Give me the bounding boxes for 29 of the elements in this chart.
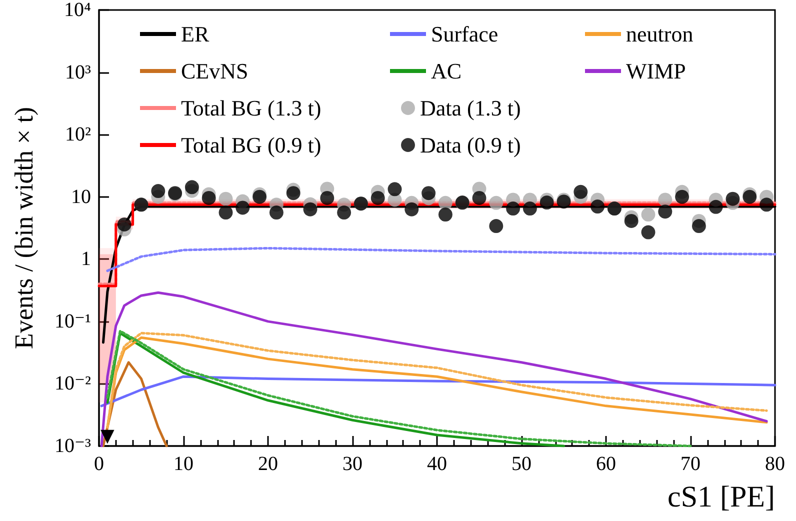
x-tick-label: 50 xyxy=(512,453,532,475)
legend-label: Data (1.3 t) xyxy=(420,96,521,120)
x-tick-label: 20 xyxy=(258,453,278,475)
y-tick-label: 10 xyxy=(71,186,91,208)
y-tick-label: 10⁻³ xyxy=(54,435,91,457)
y-tick-label: 1 xyxy=(81,248,91,270)
x-tick-label: 80 xyxy=(765,453,785,475)
x-tick-label: 10 xyxy=(174,453,194,475)
x-tick-label: 60 xyxy=(596,453,616,475)
y-tick-label: 10³ xyxy=(65,61,91,84)
legend-label: Data (0.9 t) xyxy=(420,132,521,158)
y-tick-label: 10² xyxy=(65,124,91,146)
legend-label: CEvNS xyxy=(181,58,248,84)
legend-label: Total BG (0.9 t) xyxy=(181,132,322,158)
legend-label: Surface xyxy=(431,22,498,46)
y-axis-title: Events / (bin width × t) xyxy=(10,106,38,350)
legend-label: neutron xyxy=(626,22,694,46)
legend-label: AC xyxy=(431,58,462,84)
x-tick-label: 40 xyxy=(427,453,447,475)
x-tick-label: 0 xyxy=(94,453,104,475)
x-tick-label: 30 xyxy=(342,453,362,475)
legend-label: Total BG (1.3 t) xyxy=(181,96,322,120)
legend-label: ER xyxy=(181,22,210,46)
y-tick-label: 10⁻¹ xyxy=(54,310,91,332)
y-tick-label: 10⁻² xyxy=(54,372,91,395)
legend-label: WIMP xyxy=(626,58,686,84)
x-tick-label: 70 xyxy=(680,453,700,475)
x-axis-title: cS1 [PE] xyxy=(668,480,775,514)
y-tick-label: 10⁴ xyxy=(64,0,92,21)
